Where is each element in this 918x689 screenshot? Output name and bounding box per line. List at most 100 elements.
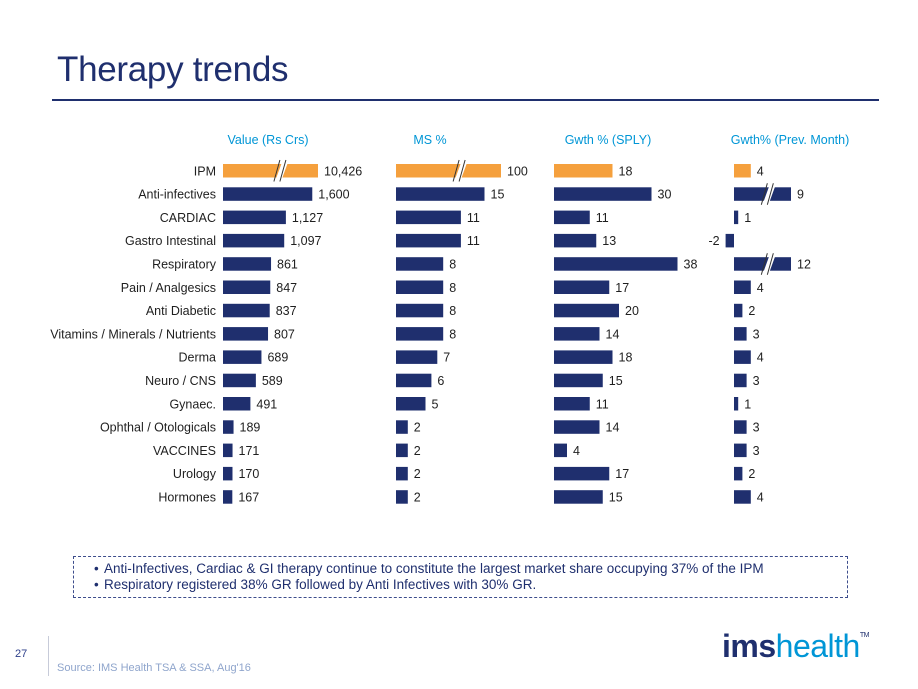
data-label-value-rs-crs: 837 bbox=[276, 304, 297, 318]
bar-value-rs-crs-anti-infectives bbox=[223, 187, 313, 201]
bar-ms-derma bbox=[396, 350, 438, 364]
bar-gwth-sply-gynaec bbox=[554, 397, 590, 411]
axis-break-mark bbox=[766, 253, 774, 275]
axis-break-mark bbox=[273, 159, 281, 182]
bar-gwth-prev-month-vitamins-minerals-nutrients bbox=[734, 327, 747, 341]
data-label-value-rs-crs: 10,426 bbox=[324, 164, 362, 178]
bar-ms-gastro-intestinal bbox=[396, 233, 461, 248]
source-note: Source: IMS Health TSA & SSA, Aug'16 bbox=[57, 662, 251, 674]
bar-value-rs-crs-hormones bbox=[223, 490, 233, 504]
category-label: Ophthal / Otologicals bbox=[100, 421, 216, 435]
bar-ms-ophthal-otologicals bbox=[396, 420, 408, 434]
bar-gwth-sply-gastro-intestinal bbox=[554, 233, 597, 248]
category-label: Urology bbox=[173, 467, 217, 481]
data-label-gwth-sply: 18 bbox=[619, 351, 633, 365]
bar-value-rs-crs-derma bbox=[223, 350, 262, 364]
category-label: IPM bbox=[194, 164, 216, 178]
insight-item: Anti-Infectives, Cardiac & GI therapy co… bbox=[94, 561, 837, 577]
data-label-gwth-sply: 30 bbox=[658, 188, 672, 202]
category-label: Vitamins / Minerals / Nutrients bbox=[50, 327, 216, 341]
data-label-gwth-sply: 13 bbox=[602, 234, 616, 248]
series-header-gwth-prev-month: Gwth% (Prev. Month) bbox=[731, 133, 850, 147]
bar-value-rs-crs-anti-diabetic bbox=[223, 303, 270, 318]
bar-gwth-sply-ophthal-otologicals bbox=[554, 420, 600, 434]
data-label-gwth-prev-month: 2 bbox=[748, 304, 755, 318]
bar-gwth-prev-month-neuro-cns bbox=[734, 373, 747, 388]
bar-ms-respiratory bbox=[396, 257, 444, 271]
data-label-gwth-sply: 18 bbox=[619, 164, 633, 178]
data-label-ms: 7 bbox=[443, 351, 450, 365]
bar-gwth-prev-month-pain-analgesics bbox=[734, 280, 751, 294]
axis-break-gap bbox=[275, 161, 289, 181]
axis-break-mark bbox=[760, 183, 768, 205]
data-label-value-rs-crs: 170 bbox=[238, 467, 259, 481]
category-label: Anti-infectives bbox=[138, 188, 216, 202]
data-label-ms: 2 bbox=[414, 467, 421, 481]
bar-gwth-sply-cardiac bbox=[554, 210, 590, 225]
bar-value-rs-crs-pain-analgesics bbox=[223, 280, 271, 294]
bar-ms-gynaec bbox=[396, 397, 426, 411]
bar-gwth-sply-neuro-cns bbox=[554, 373, 603, 388]
category-label: Gastro Intestinal bbox=[125, 234, 216, 248]
bar-gwth-sply-urology bbox=[554, 466, 610, 481]
bar-gwth-sply-pain-analgesics bbox=[554, 280, 610, 294]
data-label-ms: 8 bbox=[449, 304, 456, 318]
data-label-gwth-prev-month: 1 bbox=[744, 397, 751, 411]
logo-trademark: TM bbox=[859, 632, 870, 639]
logo-bold-text: ims bbox=[722, 628, 776, 664]
data-label-ms: 8 bbox=[449, 281, 456, 295]
data-label-gwth-prev-month: 4 bbox=[757, 490, 764, 504]
bar-gwth-prev-month-ophthal-otologicals bbox=[734, 420, 747, 434]
bar-gwth-prev-month-cardiac bbox=[734, 210, 739, 225]
data-label-ms: 2 bbox=[414, 444, 421, 458]
data-label-ms: 5 bbox=[432, 397, 439, 411]
data-label-ms: 11 bbox=[467, 211, 480, 225]
data-label-value-rs-crs: 1,097 bbox=[290, 234, 321, 248]
series-header-ms: MS % bbox=[413, 133, 446, 147]
bar-ms-vitamins-minerals-nutrients bbox=[396, 327, 444, 341]
data-label-value-rs-crs: 807 bbox=[274, 327, 295, 341]
axis-break-gap bbox=[762, 184, 776, 204]
data-label-value-rs-crs: 1,600 bbox=[318, 188, 349, 202]
series-header-gwth-sply: Gwth % (SPLY) bbox=[565, 133, 652, 147]
data-label-gwth-prev-month: 3 bbox=[753, 374, 760, 388]
bar-gwth-prev-month-vaccines bbox=[734, 443, 747, 458]
category-label: VACCINES bbox=[153, 444, 216, 458]
bar-gwth-sply-vitamins-minerals-nutrients bbox=[554, 327, 600, 341]
data-label-gwth-prev-month: 3 bbox=[753, 327, 760, 341]
axis-break-mark bbox=[766, 183, 774, 205]
bar-gwth-sply-ipm bbox=[554, 164, 613, 178]
bar-value-rs-crs-gastro-intestinal bbox=[223, 233, 285, 248]
bar-gwth-sply-anti-diabetic bbox=[554, 303, 619, 318]
data-label-ms: 2 bbox=[414, 490, 421, 504]
bar-gwth-prev-month-hormones bbox=[734, 490, 751, 504]
category-label: CARDIAC bbox=[160, 211, 216, 225]
axis-break-mark bbox=[458, 159, 466, 182]
category-label: Gynaec. bbox=[169, 397, 216, 411]
data-label-gwth-sply: 38 bbox=[684, 257, 698, 271]
category-label: Hormones bbox=[158, 490, 216, 504]
bar-ms-pain-analgesics bbox=[396, 280, 444, 294]
bar-value-rs-crs-cardiac bbox=[223, 210, 286, 225]
category-label: Respiratory bbox=[152, 257, 217, 271]
data-label-gwth-prev-month: 9 bbox=[797, 188, 804, 202]
insight-item: Respiratory registered 38% GR followed b… bbox=[94, 577, 837, 593]
bar-value-rs-crs-gynaec bbox=[223, 397, 251, 411]
bar-gwth-prev-month-urology bbox=[734, 466, 743, 481]
key-insights-box: Anti-Infectives, Cardiac & GI therapy co… bbox=[73, 556, 848, 598]
data-label-gwth-prev-month: 1 bbox=[744, 211, 751, 225]
bar-gwth-prev-month-anti-infectives bbox=[734, 187, 791, 201]
therapy-bar-chart: IPM Anti-infectives CARDIAC Gastro Intestin… bbox=[50, 133, 850, 504]
bar-ms-neuro-cns bbox=[396, 373, 432, 388]
bar-gwth-sply-anti-infectives bbox=[554, 187, 652, 201]
data-label-value-rs-crs: 847 bbox=[276, 281, 297, 295]
data-label-gwth-prev-month: 12 bbox=[797, 257, 811, 271]
bar-gwth-sply-respiratory bbox=[554, 257, 678, 271]
data-label-gwth-sply: 17 bbox=[615, 281, 629, 295]
page-number: 27 bbox=[15, 648, 28, 660]
data-label-ms: 11 bbox=[467, 234, 480, 248]
bar-gwth-prev-month-gastro-intestinal bbox=[725, 233, 734, 248]
data-label-gwth-prev-month: 4 bbox=[757, 281, 764, 295]
bar-gwth-sply-vaccines bbox=[554, 443, 567, 458]
category-label: Anti Diabetic bbox=[146, 304, 216, 318]
